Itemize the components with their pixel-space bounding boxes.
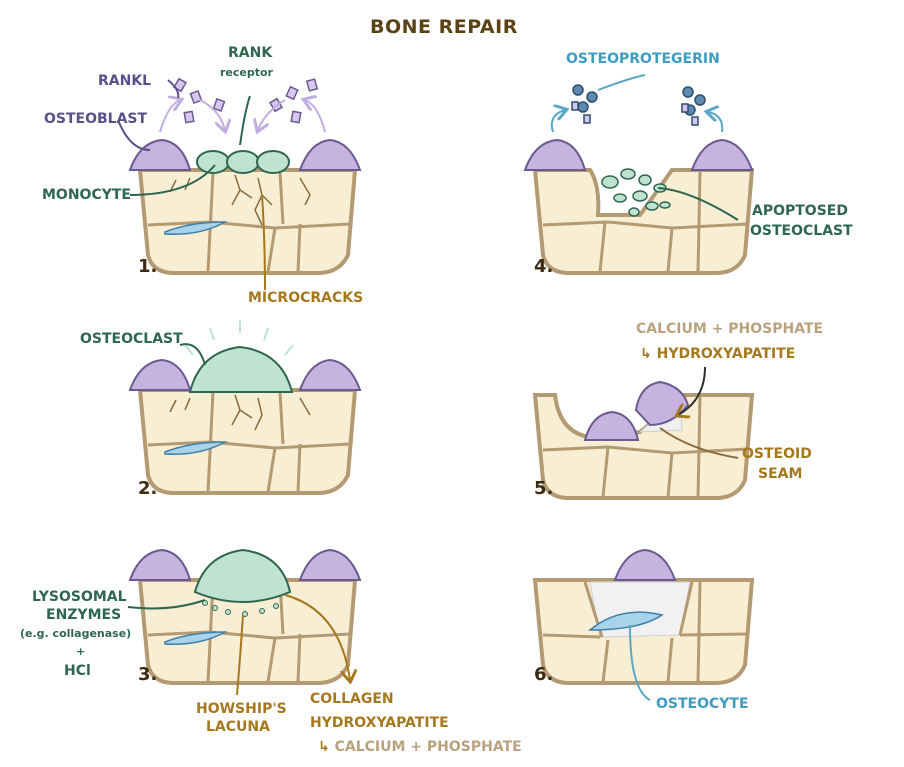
osteocyte-cell	[164, 441, 228, 455]
osteoblast	[128, 138, 362, 171]
step-number-5: 5.	[534, 478, 554, 499]
osteoclast-cell	[193, 548, 292, 603]
label-receptor: receptor	[220, 66, 273, 79]
panel-4	[523, 74, 755, 275]
label-hydroxyapatite-5: ↳ HYDROXYAPATITE	[640, 346, 796, 362]
osteocyte-cell	[164, 221, 228, 235]
label-collagenase: (e.g. collagenase)	[20, 627, 132, 640]
label-lysosomal-2: ENZYMES	[46, 607, 122, 623]
lysosomal-enzymes-dots	[202, 600, 279, 617]
osteocyte-cell	[164, 631, 228, 645]
panel-1	[117, 77, 362, 291]
step-number-2: 2.	[138, 478, 158, 499]
microcracks-lines	[169, 394, 311, 431]
osteoclast-cell	[188, 345, 294, 393]
label-microcracks: MICROCRACKS	[248, 290, 364, 306]
arrow-icon: ↳	[640, 346, 657, 362]
apoptosed-osteoclast-fragments	[601, 168, 671, 217]
arrow-icon: ↳	[318, 739, 335, 755]
step-number-3: 3.	[138, 664, 158, 685]
osteoblast	[583, 380, 690, 441]
label-hydroxyapatite-3: HYDROXYAPATITE	[310, 715, 449, 731]
label-osteoid-2: SEAM	[758, 466, 803, 482]
label-rank: RANK	[228, 45, 273, 61]
label-lysosomal-1: LYSOSOMAL	[32, 589, 127, 605]
label-apoptosed-1: APOPTOSED	[752, 203, 848, 219]
bone-block	[137, 388, 358, 495]
step-number-1: 1.	[138, 256, 158, 277]
diagram-title: BONE REPAIR	[370, 16, 518, 38]
label-howships-1: HOWSHIP'S	[196, 701, 287, 717]
label-osteoid-1: OSTEOID	[742, 446, 812, 462]
osteoblast	[613, 548, 677, 581]
bone-grid	[542, 171, 749, 273]
label-plus: +	[76, 645, 86, 658]
osteoblast	[128, 548, 362, 581]
osteocyte-cell	[587, 611, 664, 631]
label-osteoprotegerin: OSTEOPROTEGERIN	[566, 51, 720, 67]
step-number-6: 6.	[534, 664, 554, 685]
panel-2	[128, 320, 362, 495]
label-osteoclast: OSTEOCLAST	[80, 331, 183, 347]
label-rankl: RANKL	[98, 73, 152, 89]
label-hcl: HCl	[64, 663, 91, 679]
monocyte	[196, 150, 290, 174]
label-monocyte: MONOCYTE	[42, 187, 131, 203]
panel-6	[532, 548, 755, 701]
osteoclast-glow	[184, 320, 294, 356]
label-apoptosed-2: OSTEOCLAST	[750, 223, 853, 239]
label-collagen: COLLAGEN	[310, 691, 394, 707]
panel-5	[532, 366, 755, 500]
osteoprotegerin-molecules	[571, 84, 706, 126]
bone-grid	[542, 581, 749, 683]
label-howships-2: LACUNA	[206, 719, 270, 735]
label-osteocyte: OSTEOCYTE	[656, 696, 749, 712]
label-osteoblast: OSTEOBLAST	[44, 111, 148, 127]
osteoblast	[523, 138, 754, 171]
step-number-4: 4.	[534, 256, 554, 277]
rankl-crystals	[173, 77, 319, 124]
label-calcium-phosphate-5: CALCIUM + PHOSPHATE	[636, 321, 824, 337]
osteoblast	[128, 358, 362, 391]
label-calcium-phosphate-3: ↳ CALCIUM + PHOSPHATE	[318, 739, 522, 755]
panel-3	[127, 548, 362, 696]
bone-block	[137, 168, 358, 275]
